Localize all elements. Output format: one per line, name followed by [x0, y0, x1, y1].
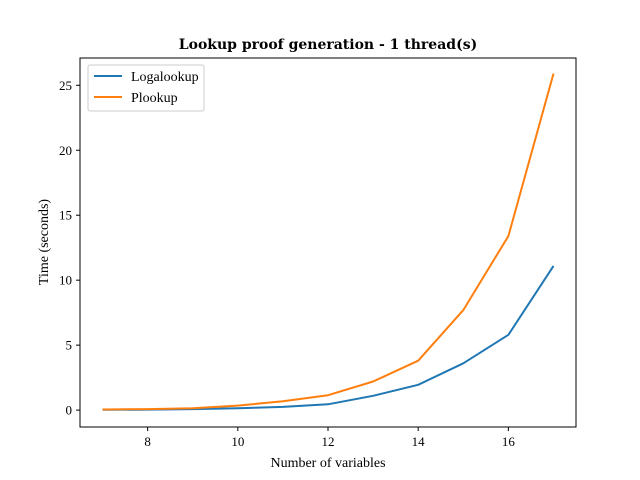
- series-layer: [102, 73, 555, 411]
- y-tick-label: 20: [59, 143, 72, 158]
- x-tick-label: 12: [322, 434, 335, 449]
- x-tick-label: 10: [231, 434, 244, 449]
- y-axis-label: Time (seconds): [37, 199, 52, 286]
- ticks-layer: 8 10 12 14 16 0 5 10 15 20 25: [59, 78, 515, 449]
- x-tick-label: 16: [502, 434, 516, 449]
- y-tick-label: 0: [66, 403, 73, 418]
- y-tick-label: 25: [59, 78, 72, 93]
- x-tick-label: 14: [412, 434, 426, 449]
- y-tick-label: 5: [66, 338, 73, 353]
- x-tick-label: 8: [144, 434, 151, 449]
- y-tick-label: 15: [59, 208, 72, 223]
- legend-label-logalookup: Logalookup: [131, 70, 199, 85]
- legend: Logalookup Plookup: [87, 64, 205, 112]
- legend-label-plookup: Plookup: [131, 91, 178, 106]
- plot-area: [79, 57, 577, 428]
- x-axis-label: Number of variables: [270, 456, 385, 471]
- chart-title: Lookup proof generation - 1 thread(s): [179, 37, 477, 53]
- series-line-plookup: [102, 73, 555, 411]
- y-tick-label: 10: [59, 273, 72, 288]
